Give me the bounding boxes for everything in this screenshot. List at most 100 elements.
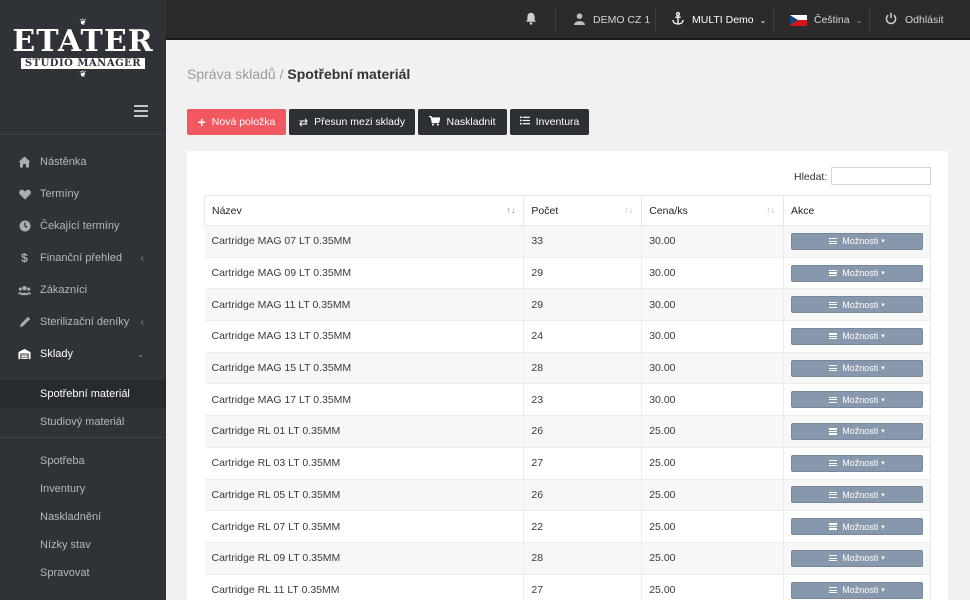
page-title: Spotřební materiál <box>287 66 411 82</box>
sidebar-item-label: Čekající termíny <box>40 220 120 232</box>
cell-actions: Možnosti ▾ <box>783 351 931 384</box>
sidebar-item-finance[interactable]: $ Finanční přehled ‹ <box>0 242 166 274</box>
multi-account-dropdown[interactable]: MULTI Demo ⌄ <box>672 0 766 40</box>
users-icon <box>18 284 31 297</box>
options-label: Možnosti <box>842 585 879 596</box>
menu-toggle-icon[interactable] <box>134 105 148 117</box>
warehouse-icon <box>18 348 31 361</box>
table-row: Cartridge RL 07 LT 0.35MM 22 25.00 Možnosti… <box>204 510 931 543</box>
bars-icon <box>829 490 838 499</box>
sidebar-item-low-stock[interactable]: Nízky stav <box>40 539 91 551</box>
cell-price: 30.00 <box>641 383 784 416</box>
options-label: Možnosti <box>842 426 879 437</box>
options-label: Možnosti <box>842 458 879 469</box>
sidebar-subitem-studio-material[interactable]: Studiový materiál <box>40 416 125 428</box>
top-bar: DEMO CZ 1 MULTI Demo ⌄ Čeština ⌄ Odhlási… <box>166 0 970 40</box>
notifications-button[interactable] <box>525 0 537 40</box>
sidebar-item-stock-in[interactable]: Naskladnění <box>40 511 102 523</box>
options-button[interactable]: Možnosti ▾ <box>791 581 923 599</box>
cell-count: 22 <box>523 510 643 543</box>
multi-account-label: MULTI Demo <box>692 14 754 26</box>
stock-in-label: Naskladnit <box>446 116 496 128</box>
cell-name: Cartridge MAG 11 LT 0.35MM <box>204 288 525 321</box>
language-dropdown[interactable]: Čeština ⌄ <box>790 0 862 40</box>
chevron-down-icon: ▾ <box>881 460 885 468</box>
cell-name: Cartridge RL 09 LT 0.35MM <box>204 541 525 575</box>
sidebar-item-label: Sterilizační deníky <box>40 316 130 328</box>
options-button[interactable]: Možnosti ▾ <box>791 549 923 567</box>
options-button[interactable]: Možnosti ▾ <box>791 232 923 250</box>
sidebar-item-pending[interactable]: Čekající termíny <box>0 210 166 242</box>
list-icon <box>519 116 530 128</box>
bars-icon <box>829 459 838 468</box>
cell-actions: Možnosti ▾ <box>783 510 931 543</box>
options-label: Možnosti <box>842 521 879 532</box>
sidebar-item-dashboard[interactable]: Nástěnka <box>0 146 166 178</box>
options-button[interactable]: Možnosti ▾ <box>791 327 923 345</box>
breadcrumb-parent[interactable]: Správa skladů <box>187 66 276 82</box>
logout-button[interactable]: Odhlásit <box>885 0 944 40</box>
column-header-price[interactable]: Cena/ks ↑↓ <box>641 195 784 226</box>
options-button[interactable]: Možnosti ▾ <box>791 391 923 409</box>
bars-icon <box>829 269 838 278</box>
options-label: Možnosti <box>842 363 879 374</box>
sidebar-item-warehouses[interactable]: Sklady ⌄ <box>0 338 166 370</box>
sidebar-nav: Nástěnka Termíny Čekající termíny $ Fina… <box>0 146 166 436</box>
options-button[interactable]: Možnosti ▾ <box>791 422 923 440</box>
options-button[interactable]: Možnosti ▾ <box>791 264 923 282</box>
dollar-icon: $ <box>21 251 28 265</box>
inventory-button[interactable]: Inventura <box>510 109 589 135</box>
bars-icon <box>829 522 838 531</box>
bars-icon <box>829 364 838 373</box>
main-content: Správa skladů / Spotřební materiál + Nov… <box>166 42 970 600</box>
sort-asc-icon: ↑↓ <box>506 205 516 215</box>
cell-count: 28 <box>523 351 643 384</box>
table-row: Cartridge RL 01 LT 0.35MM 26 25.00 Možnosti… <box>204 415 931 448</box>
sidebar-subitem-consumables[interactable]: Spotřební materiál <box>0 380 166 408</box>
sidebar-item-customers[interactable]: Zákazníci <box>0 274 166 306</box>
cell-count: 27 <box>523 446 643 479</box>
stock-in-button[interactable]: Naskladnit <box>418 109 507 135</box>
sidebar-item-consumption[interactable]: Spotřeba <box>40 455 85 467</box>
sidebar-item-sterilization[interactable]: Sterilizační deníky ‹ <box>0 306 166 338</box>
cell-count: 24 <box>523 320 643 353</box>
options-button[interactable]: Možnosti ▾ <box>791 518 923 536</box>
account-menu[interactable]: DEMO CZ 1 <box>574 0 650 40</box>
cell-name: Cartridge MAG 17 LT 0.35MM <box>204 383 525 416</box>
column-header-count[interactable]: Počet ↑↓ <box>523 195 643 226</box>
transfer-button[interactable]: ⇄ Přesun mezi sklady <box>289 109 415 135</box>
logout-label: Odhlásit <box>905 14 944 26</box>
logo-title: ETATER <box>12 23 154 59</box>
chevron-down-icon: ▾ <box>881 333 885 341</box>
sidebar-item-inventories[interactable]: Inventury <box>40 483 86 495</box>
options-button[interactable]: Možnosti ▾ <box>791 359 923 377</box>
cell-count: 33 <box>523 225 643 258</box>
sidebar-item-manage[interactable]: Spravovat <box>40 567 90 579</box>
options-button[interactable]: Možnosti ▾ <box>791 486 923 504</box>
logo[interactable]: ❦ ETATER STUDIO MANAGER ❦ <box>12 16 154 79</box>
options-button[interactable]: Možnosti ▾ <box>791 296 923 314</box>
options-label: Možnosti <box>842 268 879 279</box>
table-row: Cartridge RL 03 LT 0.35MM 27 25.00 Možnosti… <box>204 446 931 479</box>
bell-icon <box>525 12 537 28</box>
cell-actions: Možnosti ▾ <box>783 478 931 511</box>
divider <box>0 437 166 438</box>
options-label: Možnosti <box>842 331 879 342</box>
power-icon <box>885 12 897 28</box>
cell-price: 30.00 <box>641 288 784 321</box>
table-row: Cartridge RL 11 LT 0.35MM 27 25.00 Možnosti… <box>204 573 931 600</box>
cell-name: Cartridge RL 01 LT 0.35MM <box>204 415 525 448</box>
search-input[interactable] <box>831 167 931 185</box>
chevron-down-icon: ▾ <box>881 365 885 373</box>
materials-table: Název ↑↓ Počet ↑↓ Cena/ks ↑↓ Akce <box>203 195 931 600</box>
search-label: Hledat: <box>794 171 828 183</box>
breadcrumb: Správa skladů / Spotřební materiál <box>187 66 410 82</box>
new-item-button[interactable]: + Nová položka <box>187 109 286 135</box>
cell-name: Cartridge MAG 13 LT 0.35MM <box>204 320 525 353</box>
sidebar-item-appointments[interactable]: Termíny <box>0 178 166 210</box>
transfer-label: Přesun mezi sklady <box>314 116 406 128</box>
options-button[interactable]: Možnosti ▾ <box>791 454 923 472</box>
inventory-label: Inventura <box>535 116 580 128</box>
chevron-down-icon: ⌄ <box>855 15 863 25</box>
column-header-name[interactable]: Název ↑↓ <box>203 195 525 226</box>
